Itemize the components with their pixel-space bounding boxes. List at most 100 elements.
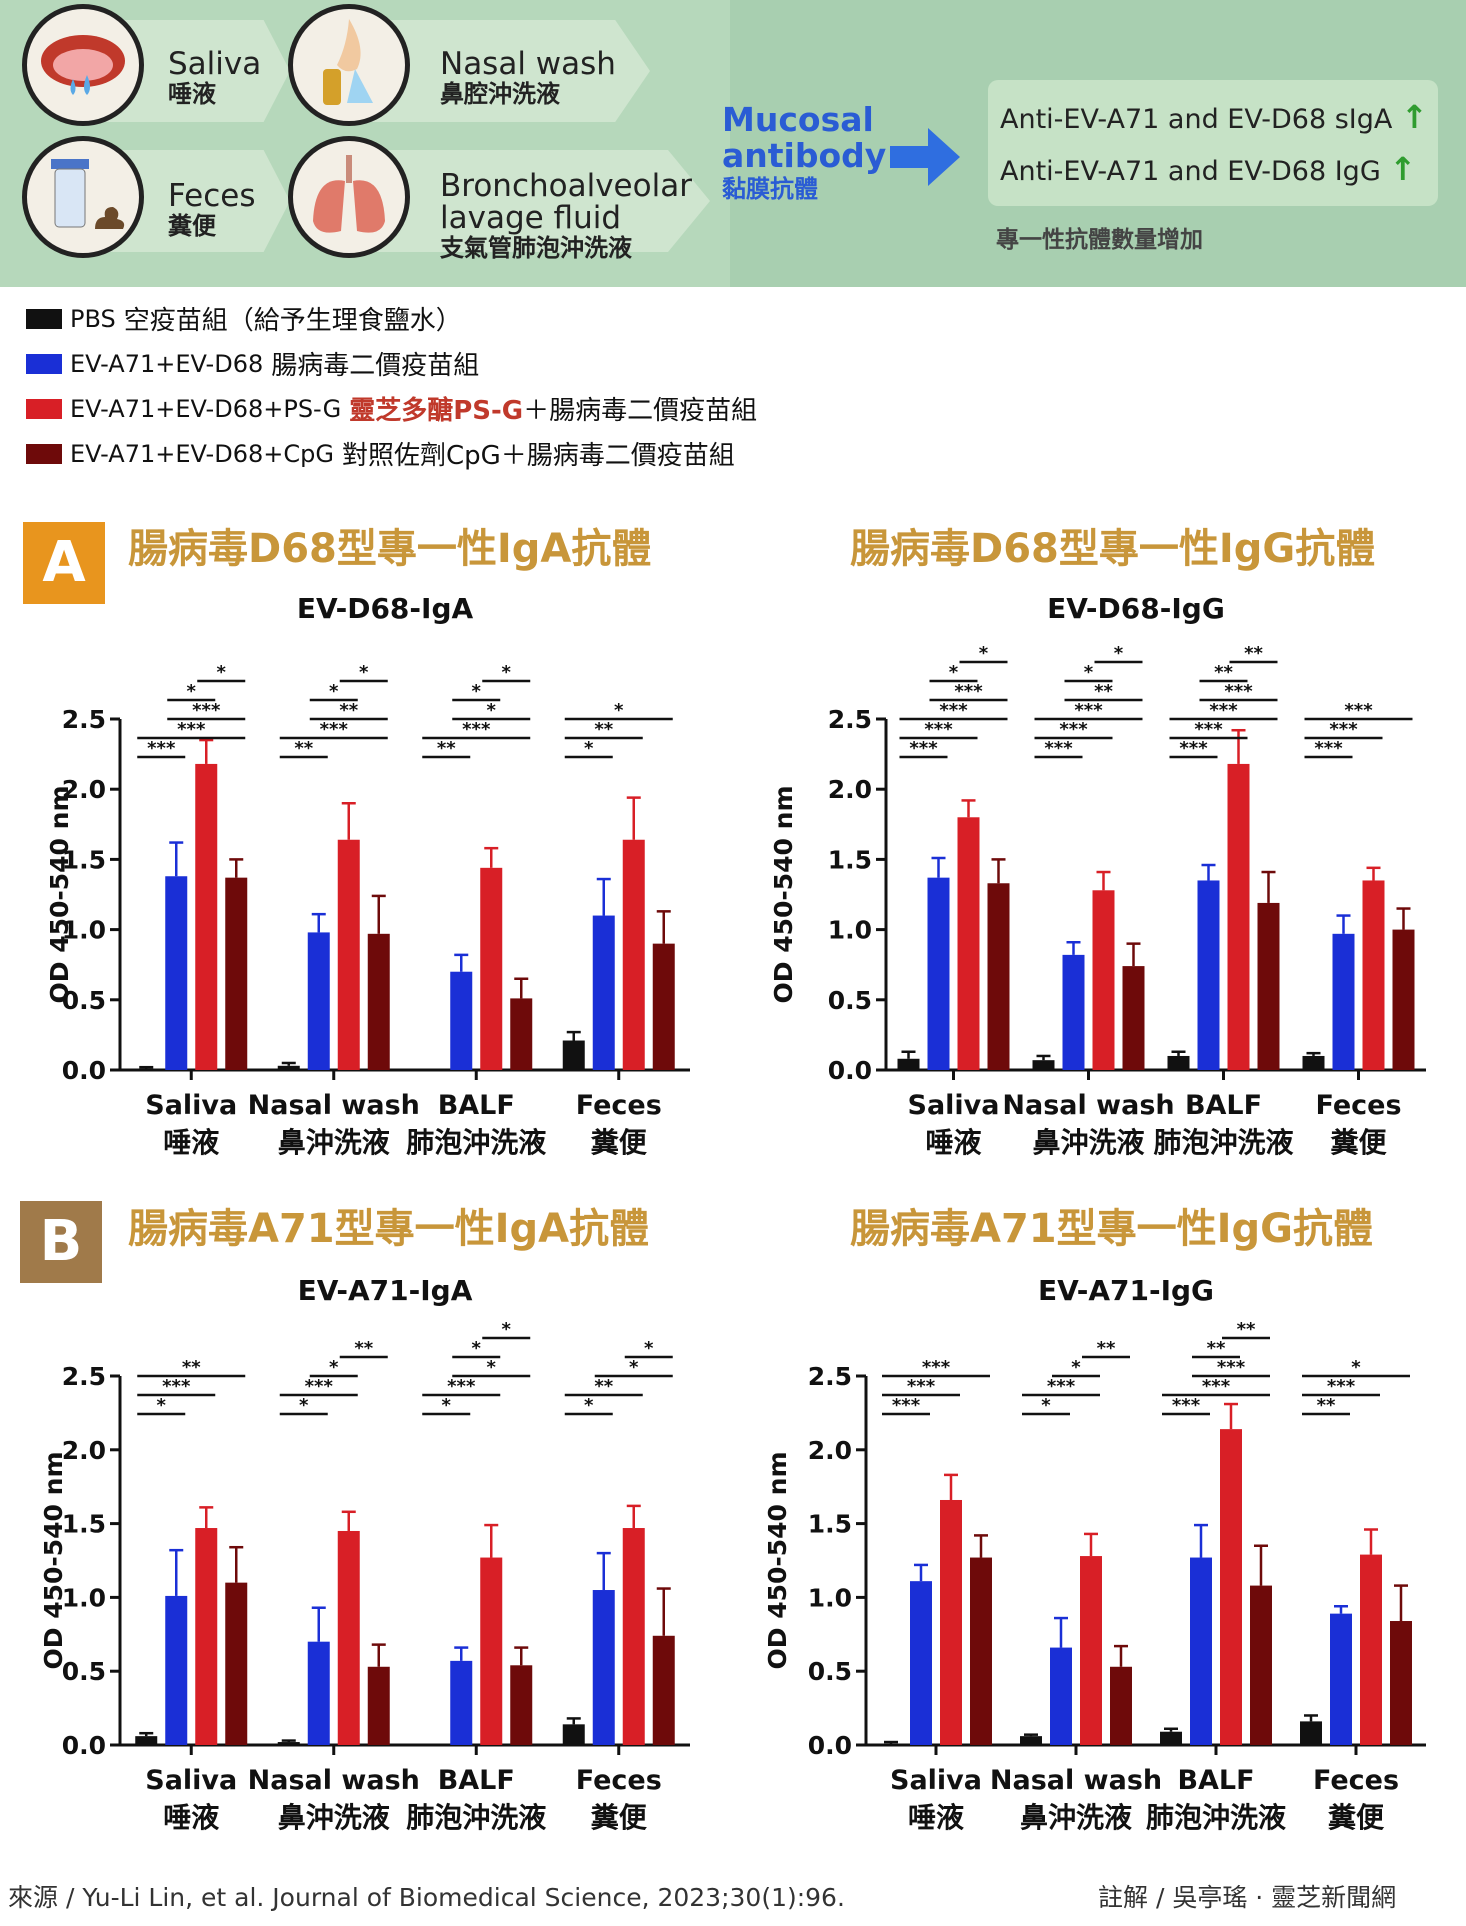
significance-label: *** <box>939 700 968 721</box>
significance-label: *** <box>192 700 221 721</box>
category-label-zh-saliva: 唾液 <box>163 1126 219 1159</box>
legend-code: EV-A71+EV-D68+PS-G <box>70 394 342 423</box>
significance-label: ** <box>1094 681 1113 702</box>
legend-emphasis: 靈芝多醣PS-G <box>349 396 524 426</box>
significance-label: *** <box>320 719 349 740</box>
bar-psg-balf <box>1220 1429 1242 1745</box>
category-label-feces: Feces <box>1313 1765 1399 1796</box>
significance-label: *** <box>892 1395 921 1416</box>
significance-label: * <box>644 1338 654 1359</box>
legend-code: EV-A71+EV-D68+CpG <box>70 439 334 468</box>
significance-label: *** <box>1074 700 1103 721</box>
legend-desc: 對照佐劑CpG＋腸病毒二價疫苗組 <box>341 441 735 471</box>
bar-cpg-balf <box>1250 1585 1272 1745</box>
bar-pbs-feces <box>1300 1721 1322 1745</box>
significance-label: * <box>487 700 497 721</box>
sample-chevron-balf <box>360 150 710 252</box>
bar-psg-feces <box>622 839 645 1070</box>
arrow-up-icon: ↑ <box>1400 98 1428 136</box>
panel-tag-a: A <box>23 522 105 604</box>
bar-bivalent-feces <box>592 1590 615 1745</box>
bar-bivalent-feces <box>1332 933 1355 1070</box>
bar-psg-saliva <box>940 1499 962 1745</box>
y-axis-label: OD 450-540 nm <box>45 785 74 1003</box>
result-igg: Anti-EV-A71 and EV-D68 IgG ↑ <box>1000 150 1416 188</box>
y-tick-label: 0.0 <box>62 1056 106 1085</box>
bar-psg-feces <box>622 1528 645 1745</box>
bar-pbs-nasal-wash <box>277 1065 300 1070</box>
bar-cpg-saliva <box>970 1557 992 1745</box>
category-label-feces: Feces <box>576 1765 662 1796</box>
nasal-wash-label: Nasal wash <box>440 46 616 82</box>
bar-pbs-saliva <box>880 1743 902 1745</box>
bar-pbs-feces <box>562 1724 585 1745</box>
nose-spray-icon <box>288 4 410 126</box>
mouth-icon <box>22 4 144 126</box>
bar-pbs-nasal-wash <box>1020 1736 1042 1745</box>
bar-bivalent-nasal-wash <box>307 1641 330 1745</box>
significance-label: ** <box>1214 662 1233 683</box>
y-tick-label: 1.0 <box>62 1583 106 1612</box>
mucosal-antibody-label: Mucosal antibody 黏膜抗體 <box>722 102 892 204</box>
significance-label: ** <box>339 700 358 721</box>
significance-label: * <box>1041 1395 1051 1416</box>
significance-label: * <box>487 1357 497 1378</box>
significance-label: * <box>329 1357 339 1378</box>
balf-label: Bronchoalveolar lavage fluid <box>440 168 692 236</box>
category-label-saliva: Saliva <box>145 1090 237 1121</box>
panel-title-a-right: 腸病毒D68型專一性IgG抗體 <box>850 526 1376 572</box>
category-label-balf: BALF <box>1185 1090 1262 1121</box>
bar-cpg-nasal-wash <box>1110 1666 1132 1745</box>
category-label-zh-balf: 肺泡沖洗液 <box>406 1801 546 1834</box>
category-label-zh-balf: 肺泡沖洗液 <box>1146 1801 1286 1834</box>
mucosal-antibody-en: Mucosal antibody <box>722 100 887 175</box>
significance-label: * <box>187 681 197 702</box>
bar-psg-saliva <box>195 763 218 1070</box>
bar-bivalent-nasal-wash <box>1062 954 1085 1070</box>
y-axis-label: OD 450-540 nm <box>39 1451 68 1669</box>
y-tick-label: 1.0 <box>828 916 872 945</box>
chart-ev-a71-iga: EV-A71-IgA 0.0 0.5 1.0 1.5 2.0 2.5 OD 450-540 n… <box>39 1274 690 1834</box>
significance-label: *** <box>1172 1395 1201 1416</box>
y-tick-label: 2.0 <box>828 775 872 804</box>
category-label-zh-nasal-wash: 鼻沖洗液 <box>1020 1801 1132 1834</box>
significance-label: *** <box>1179 738 1208 759</box>
category-label-zh-saliva: 唾液 <box>908 1801 964 1834</box>
bar-psg-nasal-wash <box>337 839 360 1070</box>
bar-bivalent-nasal-wash <box>1050 1647 1072 1745</box>
category-label-zh-feces: 糞便 <box>1330 1126 1387 1159</box>
bar-pbs-saliva <box>897 1058 920 1070</box>
bar-psg-balf <box>480 867 503 1070</box>
significance-label: ** <box>1237 1319 1256 1340</box>
bar-cpg-nasal-wash <box>367 933 390 1070</box>
balf-label-zh: 支氣管肺泡沖洗液 <box>440 234 632 262</box>
bar-psg-saliva <box>957 817 980 1070</box>
category-label-balf: BALF <box>438 1090 515 1121</box>
significance-label: *** <box>954 681 983 702</box>
significance-label: *** <box>1202 1376 1231 1397</box>
y-tick-label: 1.5 <box>808 1510 852 1539</box>
significance-label: ** <box>1317 1395 1336 1416</box>
chart-title: EV-A71-IgA <box>298 1274 473 1307</box>
feces-label-zh: 糞便 <box>168 212 216 240</box>
saliva-label: Saliva <box>168 46 262 82</box>
sample-label-feces: Feces 糞便 <box>168 180 255 240</box>
result-box <box>988 80 1438 206</box>
significance-label: ** <box>182 1357 201 1378</box>
bar-bivalent-feces <box>1330 1613 1352 1745</box>
bar-cpg-balf <box>510 998 533 1070</box>
sample-label-balf: Bronchoalveolar lavage fluid 支氣管肺泡沖洗液 <box>440 170 710 262</box>
feces-label: Feces <box>168 178 256 214</box>
legend-desc: 腸病毒二價疫苗組 <box>271 351 480 381</box>
chart-ev-d68-igg: EV-D68-IgG 0.0 0.5 1.0 1.5 2.0 2.5 OD 450-540 n… <box>769 592 1426 1159</box>
y-tick-label: 2.0 <box>62 1436 106 1465</box>
bar-cpg-saliva <box>225 877 248 1070</box>
significance-label: *** <box>1209 700 1238 721</box>
chart-title: EV-D68-IgA <box>297 592 474 625</box>
bar-psg-balf <box>480 1557 503 1745</box>
author-note: 註解 / 吳亭瑤 · 靈芝新聞網 <box>1098 1883 1397 1912</box>
category-label-saliva: Saliva <box>908 1090 1000 1121</box>
sample-label-nasal: Nasal wash 鼻腔沖洗液 <box>440 48 616 108</box>
legend-item-pbs: PBS 空疫苗組（給予生理食鹽水） <box>26 296 757 341</box>
chart-ev-a71-igg: EV-A71-IgG 0.0 0.5 1.0 1.5 2.0 2.5 OD 450-540 n… <box>763 1274 1426 1834</box>
